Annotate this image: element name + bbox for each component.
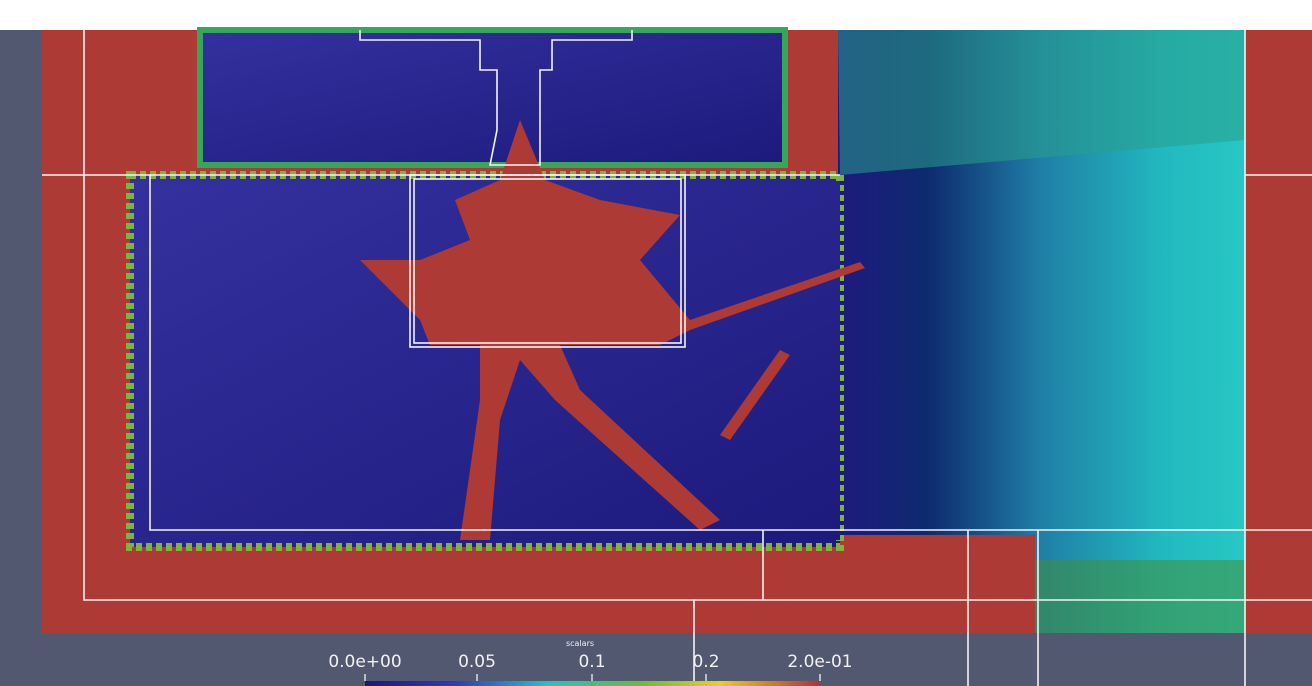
colorbar-tick-label: 2.0e-01 xyxy=(787,652,852,672)
upper-room xyxy=(200,30,785,165)
field xyxy=(130,30,1245,633)
top-margin xyxy=(0,0,1312,30)
colorbar-gradient xyxy=(365,681,820,686)
viewport: scalars 0.0e+00 0.05 0.1 0.2 2.0e-01 xyxy=(0,0,1312,686)
colorbar-tick-label: 0.0e+00 xyxy=(328,652,401,672)
fan-edge xyxy=(1035,560,1245,633)
colorbar-tick-label: 0.1 xyxy=(578,652,605,672)
colorbar-tick-label: 0.2 xyxy=(692,652,719,672)
colorbar-tick-label: 0.05 xyxy=(458,652,496,672)
colorbar-title: scalars xyxy=(566,639,594,648)
